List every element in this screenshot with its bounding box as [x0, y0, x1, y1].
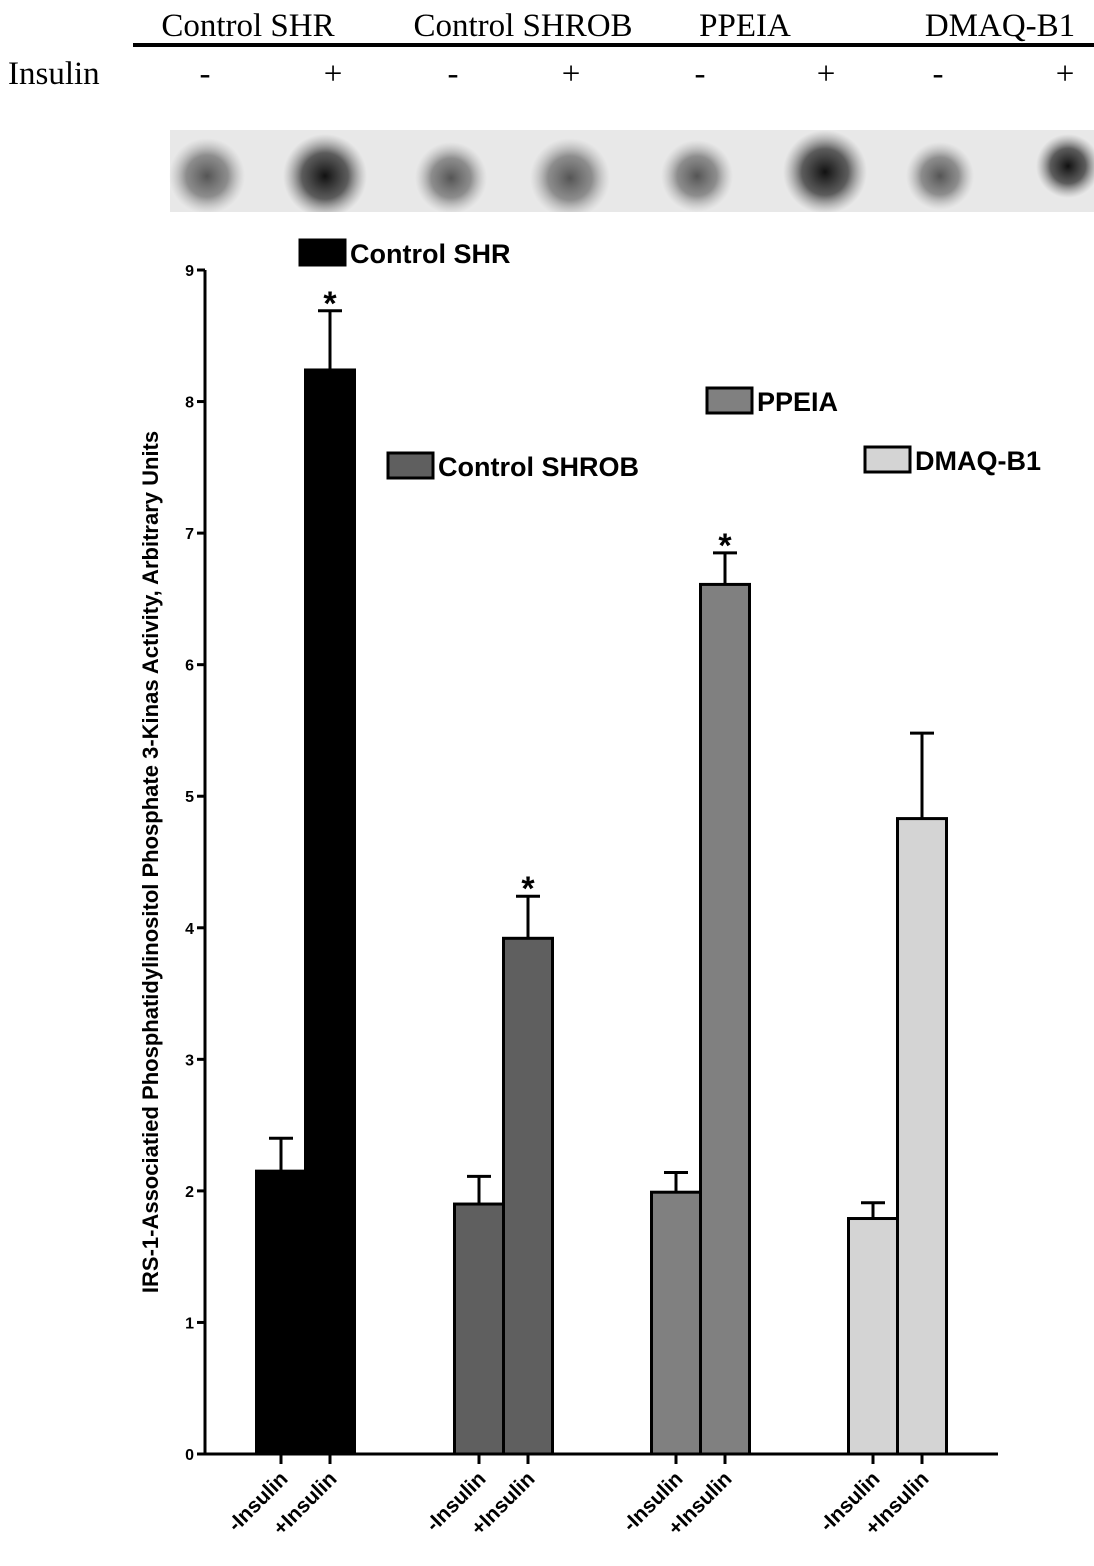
blot-spot [530, 138, 610, 218]
group-label: Control SHROB [413, 8, 632, 44]
legend-swatch [865, 447, 910, 472]
y-tick-label: 3 [185, 1052, 194, 1069]
significance-marker: * [323, 285, 337, 323]
lane-sign: + [562, 56, 581, 92]
y-tick-label: 7 [185, 526, 194, 543]
lane-sign: - [448, 56, 459, 92]
legend-swatch [388, 453, 433, 478]
blot-row-label: Insulin [8, 56, 100, 92]
bar [849, 1219, 898, 1454]
bar [898, 819, 947, 1454]
y-tick-label: 2 [185, 1184, 194, 1201]
y-tick-label: 0 [185, 1447, 194, 1464]
lane-sign: - [200, 56, 211, 92]
figure: Insulin - + - + - + - + Control SHR Control SHROB… [0, 0, 1094, 1566]
bar [701, 584, 750, 1454]
lane-sign: - [695, 56, 706, 92]
legend-label: DMAQ-B1 [915, 446, 1041, 476]
bar [257, 1171, 306, 1454]
legend-label: Control SHR [350, 239, 510, 269]
blot-panel [0, 130, 1094, 222]
legend-swatch [300, 240, 345, 265]
lane-sign: + [1056, 56, 1075, 92]
y-tick-label: 1 [185, 1315, 194, 1332]
legend-label: PPEIA [757, 387, 838, 417]
blot-edge [0, 212, 1094, 222]
blot-spot [283, 134, 367, 218]
blot-spot [661, 140, 733, 212]
group-label: PPEIA [699, 8, 791, 44]
legend-label: Control SHROB [438, 452, 639, 482]
significance-marker: * [718, 527, 732, 565]
y-tick-label: 8 [185, 395, 194, 412]
lane-sign: - [933, 56, 944, 92]
blot-spot [169, 138, 245, 214]
bar [652, 1192, 701, 1454]
group-label: DMAQ-B1 [925, 8, 1075, 44]
bar [504, 938, 553, 1454]
bar [455, 1204, 504, 1454]
blot-spot [783, 130, 867, 214]
y-tick-label: 4 [185, 921, 194, 938]
blot-spot [415, 142, 487, 214]
y-tick-label: 9 [185, 263, 194, 280]
legend-swatch [707, 388, 752, 413]
y-tick-label: 6 [185, 658, 194, 675]
y-tick-label: 5 [185, 789, 194, 806]
lane-sign: + [324, 56, 343, 92]
group-label: Control SHR [161, 8, 334, 44]
blot-spot [906, 142, 974, 210]
y-axis-label: IRS-1-Associatied Phosphatidylinositol P… [138, 431, 163, 1293]
page: {"blot": {"row_label": "Insulin", "lanes… [0, 0, 1094, 1566]
lane-sign: + [817, 56, 836, 92]
significance-marker: * [521, 870, 535, 908]
bar [306, 370, 355, 1454]
